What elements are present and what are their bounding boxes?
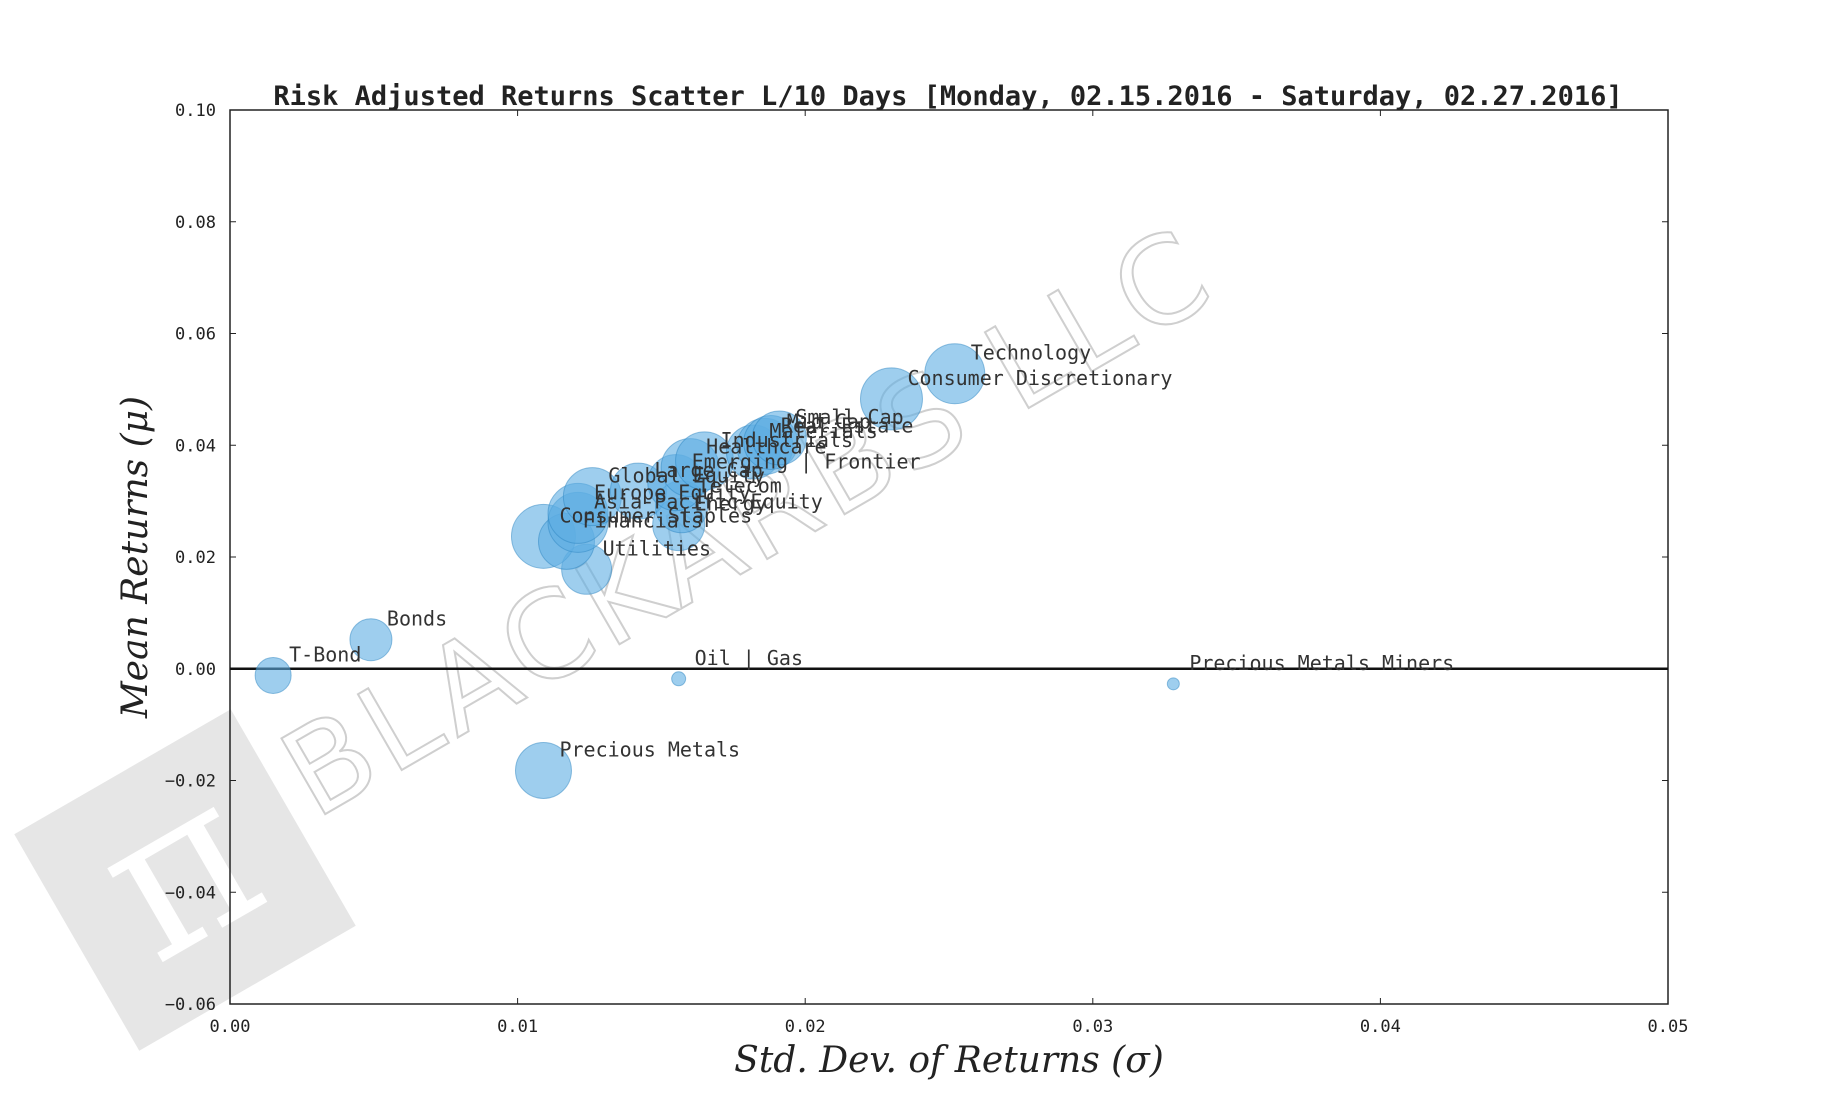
x-tick-label: 0.00: [210, 1017, 251, 1037]
point-label-industrials: Industrials: [721, 428, 853, 452]
point-label-financials: Financials: [582, 508, 702, 532]
bubble-t-bond: [254, 656, 292, 694]
point-label-utilities: Utilities: [603, 536, 711, 560]
point-label-bonds: Bonds: [387, 607, 447, 631]
y-tick-label: 0.10: [175, 101, 216, 121]
bubble-precious-metals: [514, 741, 572, 799]
point-label-t-bond: T-Bond: [289, 642, 361, 666]
x-tick-label: 0.01: [497, 1017, 538, 1037]
point-label-oil-gas: Oil | Gas: [695, 646, 803, 670]
point-label-emerging-frontier: Emerging | Frontier: [692, 450, 921, 474]
data-points: [254, 343, 1180, 799]
point-label-asia-pacific-equity: Asia-Pacific Equity: [594, 489, 823, 513]
y-tick-label: 0.00: [175, 660, 216, 680]
y-axis-label: Mean Returns (μ): [115, 396, 156, 719]
bubble-technology: [924, 343, 986, 405]
point-label-precious-metals-miners: Precious Metals Miners: [1189, 651, 1454, 675]
axis-ticks: 0.00 0.01 0.02 0.03 0.04 0.05 −0.06 −0.04 −0.02 0…: [165, 101, 1689, 1037]
y-tick-label: 0.02: [175, 548, 216, 568]
point-label-materials: Materials: [769, 419, 877, 443]
point-label-real-estate: Real Estate: [781, 413, 913, 437]
x-tick-label: 0.02: [785, 1017, 826, 1037]
bubble-precious-metals-miners: [1166, 677, 1180, 691]
point-label-precious-metals: Precious Metals: [559, 737, 740, 761]
point-label-small-cap: Small Cap: [795, 405, 903, 429]
y-tick-label: 0.04: [175, 436, 216, 456]
point-label-consumer-discretionary: Consumer Discretionary: [907, 366, 1172, 390]
watermark-square: [14, 709, 356, 1051]
x-tick-label: 0.03: [1072, 1017, 1113, 1037]
point-label-technology: Technology: [971, 341, 1091, 365]
point-label-telecom: Telecom: [698, 474, 782, 498]
x-axis-label: Std. Dev. of Returns (σ): [734, 1040, 1164, 1081]
bubble-consumer-discretionary: [859, 367, 923, 431]
bubble-bonds: [349, 618, 393, 662]
point-label-energy: Energy: [695, 492, 767, 516]
chart-title: Risk Adjusted Returns Scatter L/10 Days …: [273, 81, 1622, 112]
point-label-healthcare: Healthcare: [706, 435, 826, 459]
bubble-small-cap: [751, 410, 807, 466]
point-label-mid-cap: Mid Cap: [787, 409, 871, 433]
y-tick-label: −0.04: [165, 883, 216, 903]
data-point-labels: T-Bond Bonds Oil | Gas Precious Metals Mine…: [289, 341, 1454, 762]
point-label-large-cap: Large Cap: [654, 458, 762, 482]
point-label-consumer-staples: Consumer Staples: [559, 503, 752, 527]
y-tick-label: 0.06: [175, 325, 216, 345]
y-tick-label: 0.08: [175, 213, 216, 233]
point-label-global-equity: Global Equity: [608, 464, 765, 488]
x-tick-label: 0.05: [1648, 1017, 1689, 1037]
plot-frame: [229, 109, 1669, 1005]
y-tick-label: −0.02: [165, 772, 216, 792]
bubble-oil-gas: [671, 671, 687, 687]
point-label-europe-equity: Europe Equity: [594, 480, 751, 504]
y-tick-label: −0.06: [165, 995, 216, 1015]
x-tick-label: 0.04: [1360, 1017, 1401, 1037]
